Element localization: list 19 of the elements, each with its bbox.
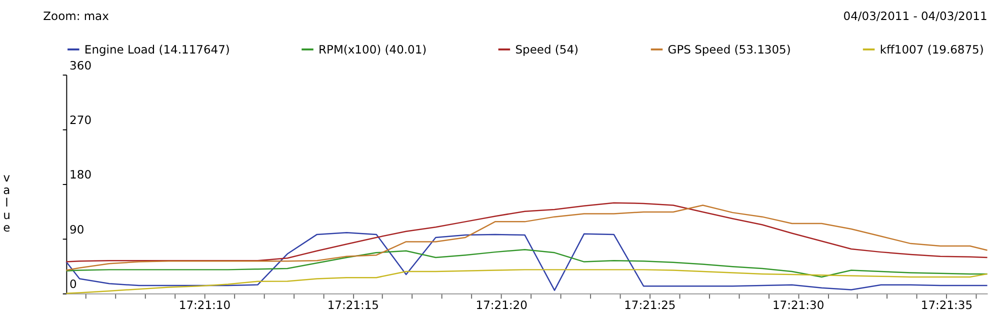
y-tick-label: 90 bbox=[70, 222, 84, 236]
text: 04/03/2011 - 04/03/2011 bbox=[843, 8, 988, 23]
y-tick-label: 270 bbox=[70, 113, 92, 128]
x-tick-label: 17:21:25 bbox=[624, 298, 676, 312]
x-tick-label: 17:21:15 bbox=[327, 298, 379, 312]
x-tick-label: 17:21:30 bbox=[772, 298, 824, 312]
legend-label: Speed (54) bbox=[515, 42, 579, 56]
legend-label: RPM(x100) (40.01) bbox=[318, 42, 427, 56]
legend-label: Engine Load (14.117647) bbox=[84, 42, 230, 56]
x-tick-label: 17:21:20 bbox=[476, 298, 528, 312]
y-tick-label: 180 bbox=[70, 168, 92, 182]
legend-label: kff1007 (19.6875) bbox=[880, 42, 984, 56]
x-tick-label: 17:21:10 bbox=[178, 298, 231, 312]
x-tick-label: 17:21:35 bbox=[920, 298, 973, 312]
y-axis-title: value bbox=[3, 170, 10, 234]
y-tick-label: 360 bbox=[70, 58, 92, 72]
legend-label: GPS Speed (53.1305) bbox=[668, 42, 791, 56]
text: Zoom: max bbox=[43, 8, 110, 23]
y-tick-label: 0 bbox=[70, 277, 77, 292]
